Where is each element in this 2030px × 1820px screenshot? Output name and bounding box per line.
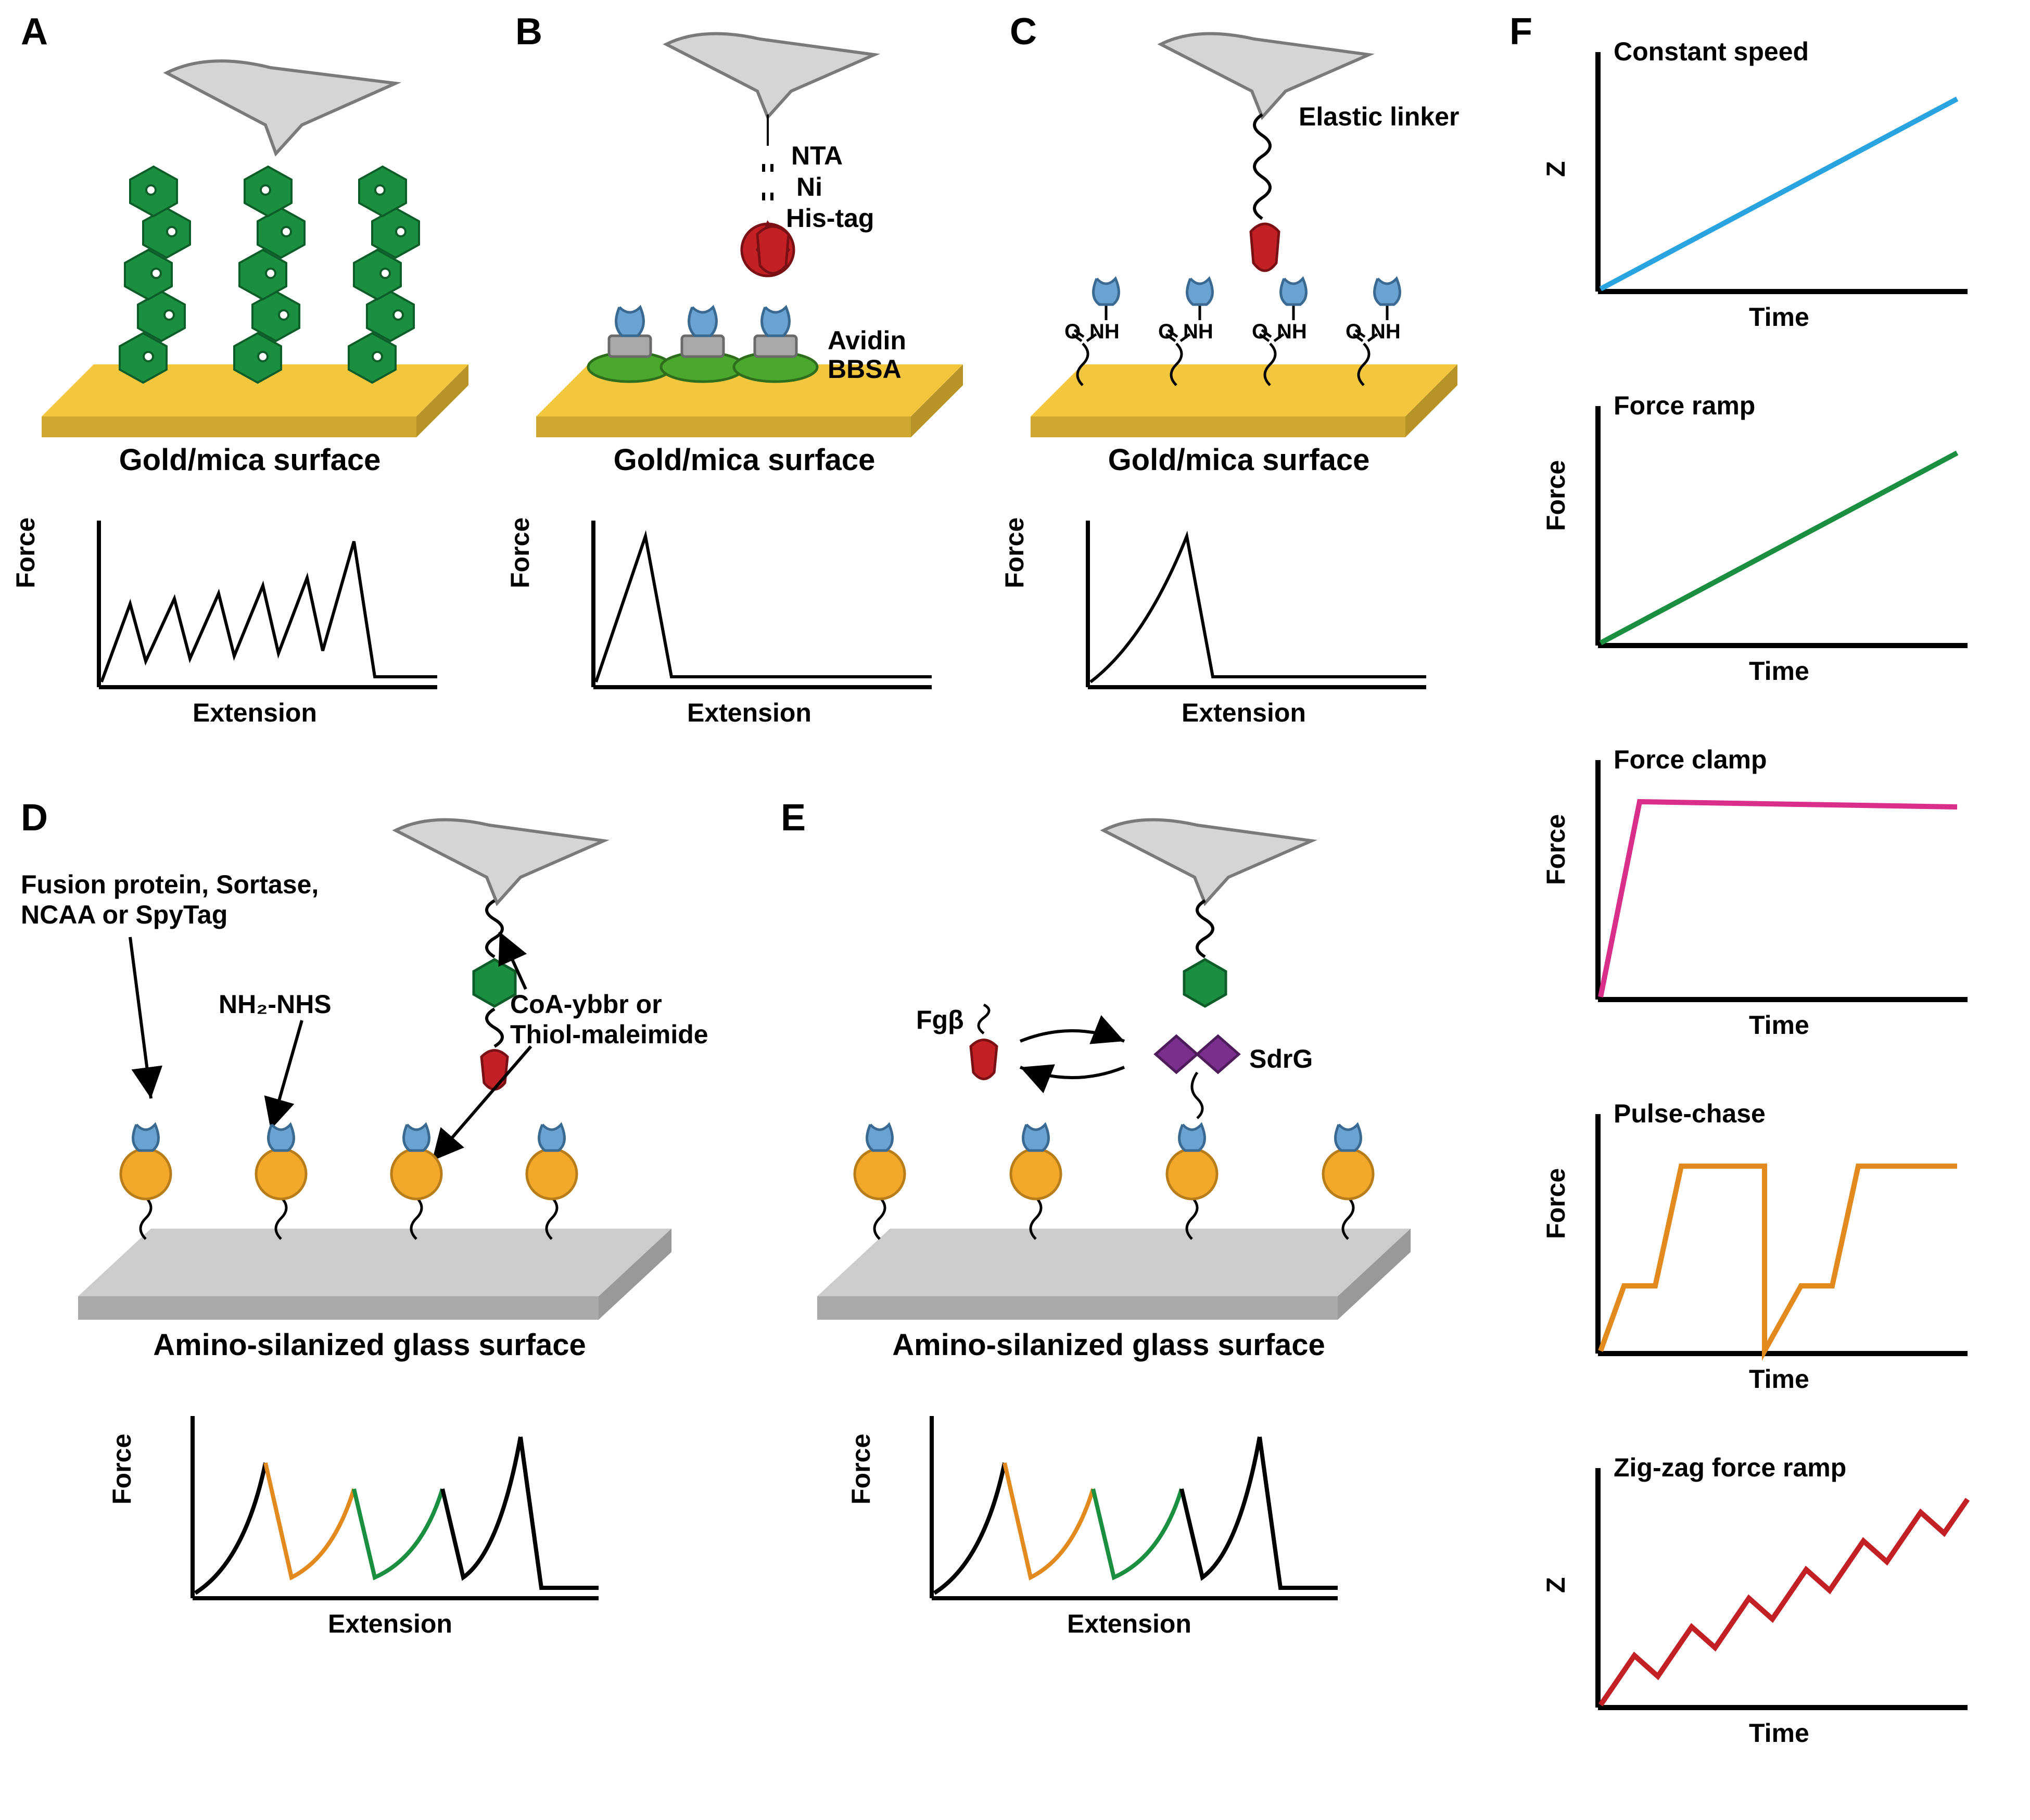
chart-d: [156, 1406, 614, 1635]
linker-c: [1244, 115, 1306, 286]
mini-svg-3: [1541, 1093, 1983, 1385]
chart-b-ylabel: Force: [505, 517, 535, 588]
surface-label-c: Gold/mica surface: [1072, 443, 1405, 477]
chart-d-ylabel: Force: [107, 1434, 137, 1505]
mini-y-2: Force: [1541, 814, 1571, 885]
mini-chart-0: Constant speed Z Time: [1541, 31, 1983, 364]
svg-text:NH: NH: [1183, 320, 1213, 343]
annot-nta: NTA: [791, 141, 843, 171]
mini-y-0: Z: [1541, 161, 1571, 177]
chart-e-xlabel: Extension: [1067, 1609, 1191, 1639]
panel-b-label: B: [515, 10, 542, 53]
surface-spheres-e: [848, 1093, 1400, 1249]
bbsa-avidin: [588, 299, 859, 383]
mini-x-1: Time: [1749, 656, 1809, 686]
mini-chart-2: Force clamp Force Time: [1541, 739, 1983, 1072]
surface-spheres-d: [115, 1093, 635, 1249]
panel-f: F Constant speed Z Time Force ramp Force…: [1509, 10, 2009, 1801]
panel-c: C Elastic linker Gold/mica surface ONH O…: [1010, 10, 1478, 765]
cantilever-tip-a: [167, 52, 406, 156]
panel-b: B NTA Ni His-tag Gold/mica surface: [515, 10, 984, 765]
chart-a-xlabel: Extension: [193, 698, 317, 728]
mini-svg-2: [1541, 739, 1983, 1031]
annot-bbsa: BBSA: [828, 354, 902, 384]
surface-chain-c: ONH ONH ONH ONH: [1062, 286, 1447, 385]
chart-c-xlabel: Extension: [1182, 698, 1306, 728]
panel-e: E Fgβ SdrG Amino-silanized glass surface: [781, 797, 1483, 1786]
mini-x-0: Time: [1749, 302, 1809, 332]
chart-b: [557, 510, 942, 718]
mini-y-3: Force: [1541, 1168, 1571, 1239]
linker-e: [1184, 901, 1247, 1005]
surface-label-e: Amino-silanized glass surface: [874, 1328, 1343, 1362]
mini-svg-0: [1541, 31, 1983, 323]
mini-x-4: Time: [1749, 1718, 1809, 1748]
panel-e-label: E: [781, 797, 806, 839]
chart-a-ylabel: Force: [10, 517, 41, 588]
molecules-a: [94, 161, 448, 380]
chart-a: [62, 510, 448, 718]
mini-chart-4: Zig-zag force ramp Z Time: [1541, 1447, 1983, 1780]
chart-e-ylabel: Force: [846, 1434, 876, 1505]
mini-chart-1: Force ramp Force Time: [1541, 385, 1983, 718]
surface-label-a: Gold/mica surface: [83, 443, 416, 477]
annot-avidin: Avidin: [828, 325, 906, 356]
panel-a: A Gold/mica surface: [21, 10, 489, 765]
panel-f-label: F: [1509, 10, 1532, 53]
cantilever-tip-b: [666, 26, 885, 120]
mini-chart-3: Pulse-chase Force Time: [1541, 1093, 1983, 1426]
annot-ni: Ni: [796, 172, 822, 202]
mini-svg-1: [1541, 385, 1983, 677]
svg-text:NH: NH: [1371, 320, 1401, 343]
panel-a-label: A: [21, 10, 48, 53]
mini-svg-4: [1541, 1447, 1983, 1739]
panel-c-label: C: [1010, 10, 1037, 53]
chart-c: [1051, 510, 1437, 718]
svg-text:NH: NH: [1277, 320, 1307, 343]
cantilever-tip-e: [1103, 812, 1322, 906]
surface-label-d: Amino-silanized glass surface: [135, 1328, 604, 1362]
mini-y-4: Z: [1541, 1577, 1571, 1593]
mini-x-3: Time: [1749, 1364, 1809, 1394]
mini-y-1: Force: [1541, 460, 1571, 531]
chart-e: [895, 1406, 1353, 1635]
panel-d: D Fusion protein, Sortase, NCAA or SpyTa…: [21, 797, 750, 1786]
mini-x-2: Time: [1749, 1010, 1809, 1040]
svg-text:NH: NH: [1089, 320, 1120, 343]
chart-d-xlabel: Extension: [328, 1609, 452, 1639]
annot-elastic-linker: Elastic linker: [1299, 102, 1460, 132]
chart-c-ylabel: Force: [999, 517, 1030, 588]
surface-label-b: Gold/mica surface: [578, 443, 911, 477]
chart-b-xlabel: Extension: [687, 698, 811, 728]
annot-histag: His-tag: [786, 203, 874, 233]
